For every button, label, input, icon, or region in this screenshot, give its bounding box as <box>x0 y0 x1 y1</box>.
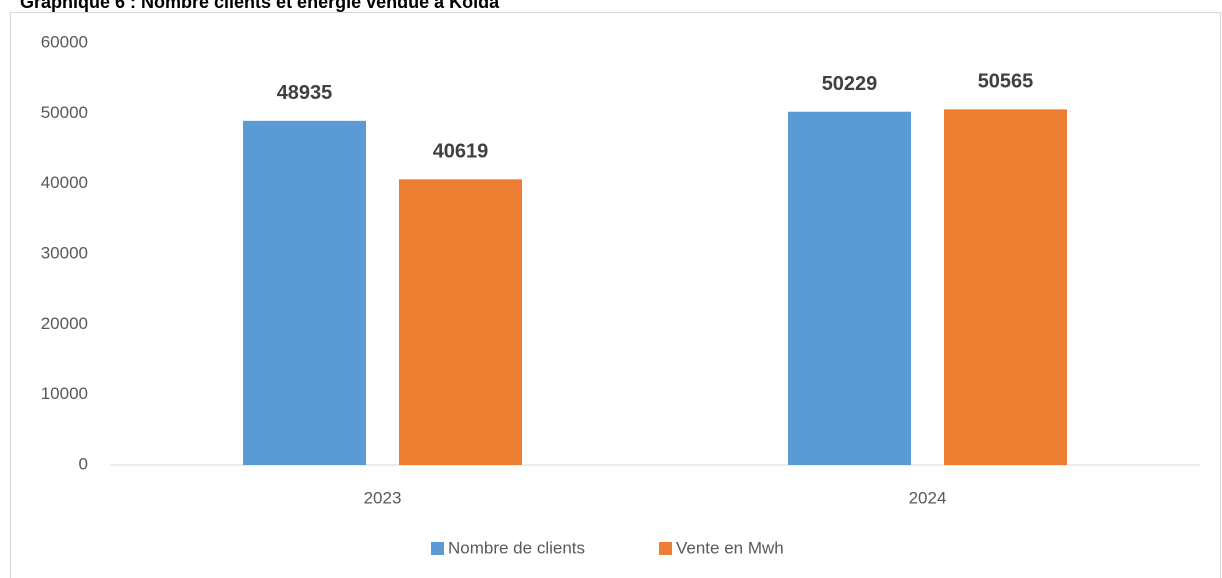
legend-label: Nombre de clients <box>448 538 585 557</box>
value-label: 50229 <box>822 73 878 95</box>
value-label: 48935 <box>277 82 333 104</box>
bar <box>944 109 1067 465</box>
legend-label: Vente en Mwh <box>676 538 784 557</box>
x-tick-label: 2023 <box>364 488 402 507</box>
y-tick-label: 10000 <box>41 384 88 403</box>
value-label: 50565 <box>978 71 1034 93</box>
chart-border <box>10 12 1221 578</box>
y-tick-label: 40000 <box>41 173 88 192</box>
bar <box>788 111 911 465</box>
y-tick-label: 20000 <box>41 314 88 333</box>
y-tick-label: 30000 <box>41 243 88 262</box>
value-label: 40619 <box>433 141 489 163</box>
bar <box>243 120 366 466</box>
y-tick-label: 50000 <box>41 103 88 122</box>
legend-swatch <box>659 542 672 555</box>
legend-swatch <box>431 542 444 555</box>
y-tick-label: 0 <box>79 454 88 473</box>
y-tick-label: 60000 <box>41 32 88 51</box>
x-tick-label: 2024 <box>909 488 947 507</box>
bar <box>399 179 522 465</box>
chart-title: Graphique 6 : Nombre clients et énergie … <box>20 0 500 12</box>
